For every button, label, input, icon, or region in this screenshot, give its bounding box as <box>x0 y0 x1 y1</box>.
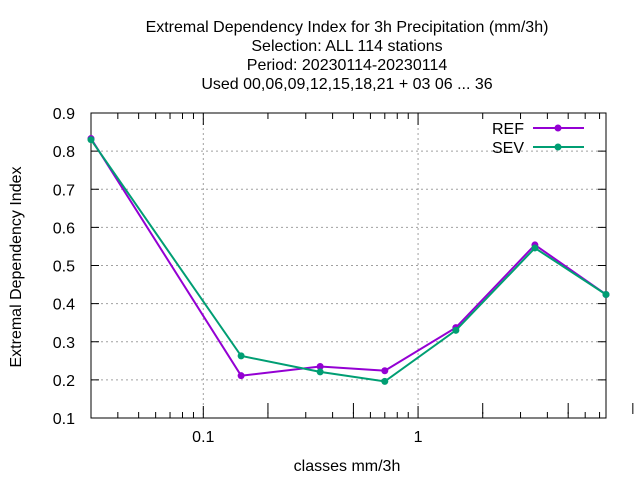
y-tick-label: 0.5 <box>53 259 75 276</box>
y-tick-label: 0.1 <box>53 411 75 428</box>
y-tick-label: 0.2 <box>53 373 75 390</box>
series-line-ref <box>90 137 607 377</box>
plot-frame <box>90 112 607 419</box>
series-lines <box>87 135 610 385</box>
data-point-sev <box>602 290 610 298</box>
y-tick-label: 0.4 <box>53 297 75 314</box>
x-tick-label: 1 <box>414 429 423 446</box>
legend-label: REF <box>492 121 524 138</box>
x-axis-label: classes mm/3h <box>294 458 401 475</box>
legend-label: SEV <box>492 140 524 157</box>
y-tick-label: 0.6 <box>53 220 75 237</box>
legend-marker <box>554 124 562 132</box>
data-point-sev <box>87 136 95 144</box>
y-tick-label: 0.7 <box>53 182 75 199</box>
data-point-sev <box>237 352 245 360</box>
data-point-ref <box>381 367 389 375</box>
data-point-sev <box>531 244 539 252</box>
chart-title: Extremal Dependency Index for 3h Precipi… <box>146 19 549 93</box>
title-line: Period: 20230114-20230114 <box>247 57 448 74</box>
grid-lines <box>91 113 606 418</box>
title-line: Selection: ALL 114 stations <box>251 38 442 55</box>
title-line: Used 00,06,09,12,15,18,21 + 03 06 ... 36 <box>201 76 492 93</box>
data-point-ref <box>237 372 245 380</box>
y-tick-label: 0.8 <box>53 144 75 161</box>
legend-marker <box>554 143 562 151</box>
x-tick-label: 0.1 <box>192 429 214 446</box>
data-point-sev <box>316 368 324 376</box>
legend: REF SEV <box>492 121 584 157</box>
y-axis-label: Extremal Dependency Index <box>8 167 25 368</box>
data-point-sev <box>452 326 460 334</box>
axis-ticks: 0.1 0.2 0.3 0.4 0.5 0.6 0.7 0.8 0.9 0.1 1 <box>53 106 634 446</box>
y-tick-label: 0.9 <box>53 106 75 123</box>
y-tick-label: 0.3 <box>53 335 75 352</box>
data-point-ref <box>316 363 324 371</box>
data-point-sev <box>381 377 389 385</box>
title-line: Extremal Dependency Index for 3h Precipi… <box>146 19 549 36</box>
